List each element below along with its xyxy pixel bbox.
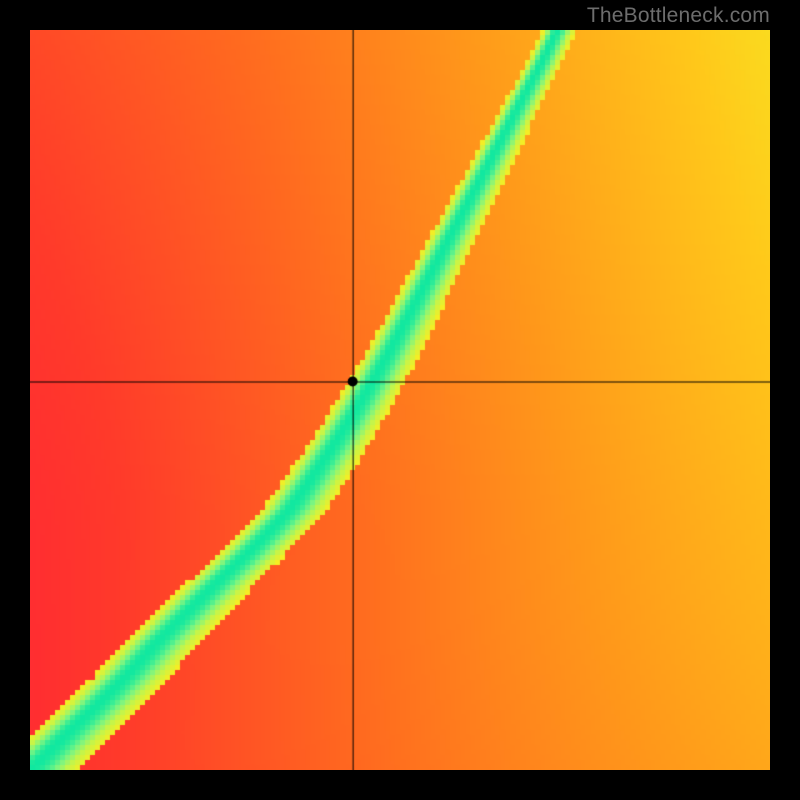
- watermark-text: TheBottleneck.com: [587, 4, 770, 28]
- bottleneck-heatmap: [30, 30, 770, 770]
